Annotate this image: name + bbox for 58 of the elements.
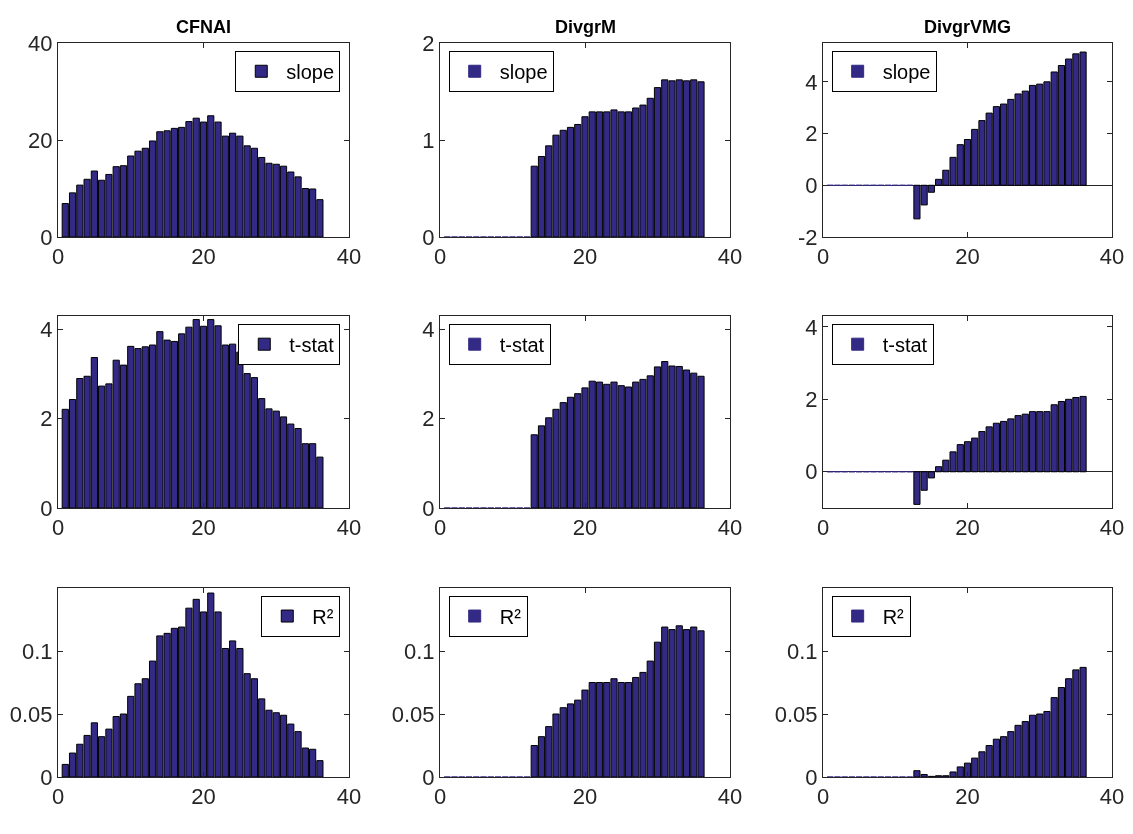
y-tick-label: 0 [422, 495, 435, 521]
legend-label: t-stat [882, 333, 928, 356]
legend-label: R² [312, 605, 334, 628]
y-tick-label: 0 [422, 224, 435, 250]
legend-label: slope [286, 61, 335, 84]
x-tick-label: 20 [191, 244, 216, 270]
legend-label: R² [499, 605, 522, 628]
x-tick-label: 40 [1099, 784, 1125, 810]
y-tick-label: -2 [798, 224, 818, 250]
x-tick-label: 20 [572, 784, 598, 810]
x-tick-label: 20 [191, 515, 216, 541]
legend-label: t-stat [289, 333, 335, 356]
y-tick-label: 0.1 [404, 638, 435, 664]
legend-label: t-stat [499, 333, 545, 356]
x-tick-label: 20 [955, 784, 980, 810]
y-tick-label: 4 [805, 314, 818, 340]
y-tick-label: 0.05 [391, 701, 435, 727]
y-tick-label: 0 [805, 459, 818, 485]
y-tick-label: 2 [805, 387, 818, 413]
y-tick-label: 2 [422, 30, 435, 56]
y-tick-label: 0.05 [9, 701, 53, 727]
y-tick-label: 0 [40, 224, 53, 250]
chart-title: DivgrVMG [924, 17, 1012, 37]
x-tick-label: 40 [336, 515, 362, 541]
y-tick-label: 0.1 [787, 638, 818, 664]
y-tick-label: 2 [805, 121, 818, 147]
legend-label: slope [882, 61, 931, 84]
y-tick-label: 20 [28, 127, 53, 153]
y-tick-label: 0 [40, 764, 53, 790]
y-tick-label: 1 [422, 127, 435, 153]
y-tick-label: 2 [40, 406, 53, 432]
y-tick-label: 4 [805, 69, 818, 95]
y-tick-label: 40 [28, 30, 53, 56]
x-tick-label: 40 [336, 244, 362, 270]
y-tick-label: 4 [40, 317, 53, 343]
x-tick-label: 20 [955, 244, 980, 270]
x-tick-label: 20 [955, 515, 980, 541]
y-tick-label: 0.05 [774, 701, 818, 727]
x-tick-label: 40 [717, 244, 743, 270]
legend-label: R² [882, 605, 905, 628]
y-tick-label: 0 [422, 764, 435, 790]
y-tick-label: 4 [422, 317, 435, 343]
x-tick-label: 20 [572, 515, 598, 541]
legend-label: slope [499, 61, 548, 84]
x-tick-label: 20 [572, 244, 598, 270]
x-tick-label: 40 [1099, 515, 1125, 541]
y-tick-label: 2 [422, 406, 435, 432]
chart-title: CFNAI [176, 17, 231, 37]
y-tick-label: 0.1 [22, 638, 53, 664]
y-tick-label: 0 [805, 764, 818, 790]
x-tick-label: 40 [1099, 244, 1125, 270]
x-tick-label: 40 [336, 784, 362, 810]
x-tick-label: 40 [717, 515, 743, 541]
y-tick-label: 0 [40, 495, 53, 521]
chart-title: DivgrM [555, 17, 617, 37]
y-tick-label: 0 [805, 172, 818, 198]
x-tick-label: 40 [717, 784, 743, 810]
x-tick-label: 20 [191, 784, 216, 810]
